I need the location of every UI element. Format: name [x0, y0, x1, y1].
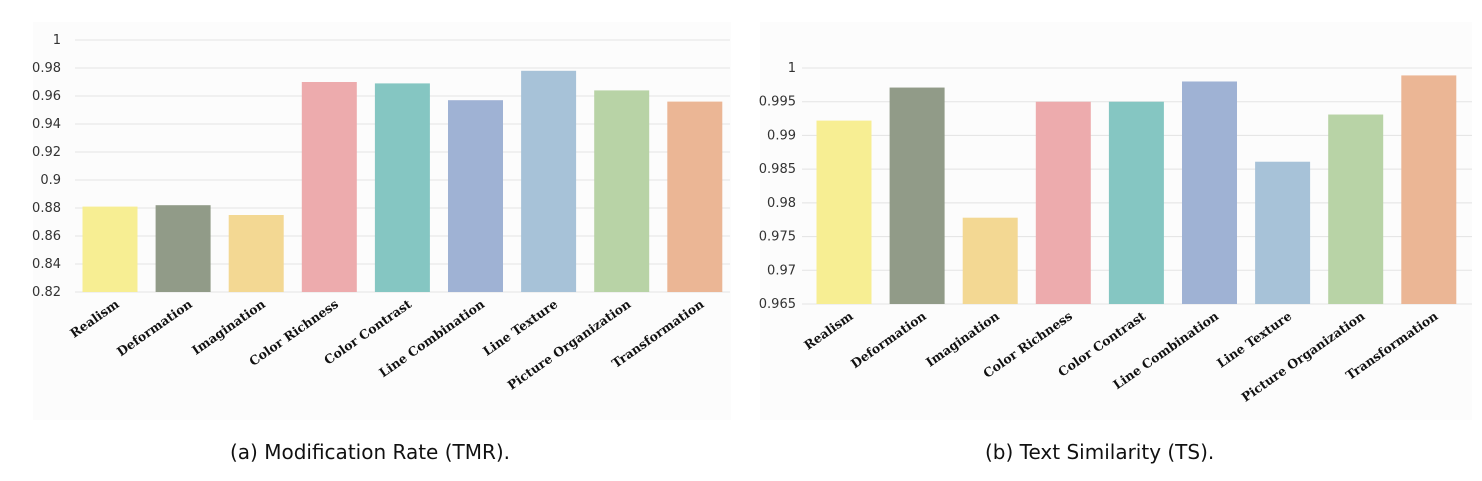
y-tick-label: 0.84	[32, 257, 61, 272]
chart-panel-ts: 0.965 0.97 0.975 0.98 0.985 0.99 0.995 1 Realism…	[759, 22, 1472, 420]
bar-picture-organization	[594, 90, 650, 293]
y-tick-label: 0.97	[767, 263, 796, 278]
y-tick-label: 0.995	[759, 95, 796, 110]
bar-color-richness	[301, 82, 357, 292]
y-tick-label: 0.96	[32, 89, 61, 104]
y-tick-label: 0.98	[767, 196, 796, 211]
x-tick-label-deformation: Deformation	[114, 296, 195, 359]
x-tick-label-realism: Realism	[801, 308, 856, 353]
y-tick-label: 0.98	[32, 61, 61, 76]
bar-deformation	[155, 205, 211, 292]
y-tick-label: 0.86	[32, 229, 61, 244]
bar-picture-organization	[1328, 114, 1384, 304]
x-tick-label-deformation: Deformation	[848, 308, 929, 371]
bar-line-texture	[521, 70, 577, 292]
y-tick-label: 0.985	[759, 162, 796, 177]
bar-line-combination	[448, 100, 503, 292]
y-tick-label: 1	[53, 33, 61, 48]
bar-color-contrast	[374, 83, 430, 293]
bar-line-combination	[1182, 81, 1237, 304]
bar-transformation	[1401, 75, 1457, 304]
y-tick-label: 0.94	[32, 117, 61, 132]
y-tick-label: 0.92	[32, 145, 61, 160]
tmr-bar-chart: 0.82 0.84 0.86 0.88 0.9 0.92 0.94 0.96 0.98 1 Real…	[32, 33, 730, 393]
y-tick-label: 0.9	[40, 173, 61, 188]
caption-ts: (b) Text Similarity (TS).	[985, 440, 1215, 464]
bar-deformation	[889, 87, 945, 304]
bar-imagination	[228, 215, 284, 292]
y-tick-label: 1	[788, 61, 796, 76]
bar-color-richness	[1035, 101, 1091, 304]
bar-imagination	[962, 217, 1018, 304]
bar-transformation	[667, 101, 723, 292]
y-tick-label: 0.965	[759, 297, 796, 312]
bar-line-texture	[1255, 161, 1311, 304]
y-tick-label: 0.88	[32, 201, 61, 216]
bar-realism	[82, 206, 138, 292]
y-tick-label: 0.99	[767, 128, 796, 143]
x-tick-label-realism: Realism	[67, 296, 122, 341]
x-tick-label-picture-organization: Picture Organization	[1239, 308, 1368, 404]
ts-bar-chart: 0.965 0.97 0.975 0.98 0.985 0.99 0.995 1 Realism…	[759, 61, 1472, 405]
y-tick-label: 0.82	[32, 285, 61, 300]
caption-tmr: (a) Modification Rate (TMR).	[230, 440, 511, 464]
chart-panel-tmr: 0.82 0.84 0.86 0.88 0.9 0.92 0.94 0.96 0.98 1 Real…	[32, 22, 731, 420]
bar-color-contrast	[1108, 101, 1164, 304]
x-tick-label-picture-organization: Picture Organization	[505, 296, 634, 392]
y-tick-label: 0.975	[759, 230, 796, 245]
bar-realism	[816, 120, 872, 304]
